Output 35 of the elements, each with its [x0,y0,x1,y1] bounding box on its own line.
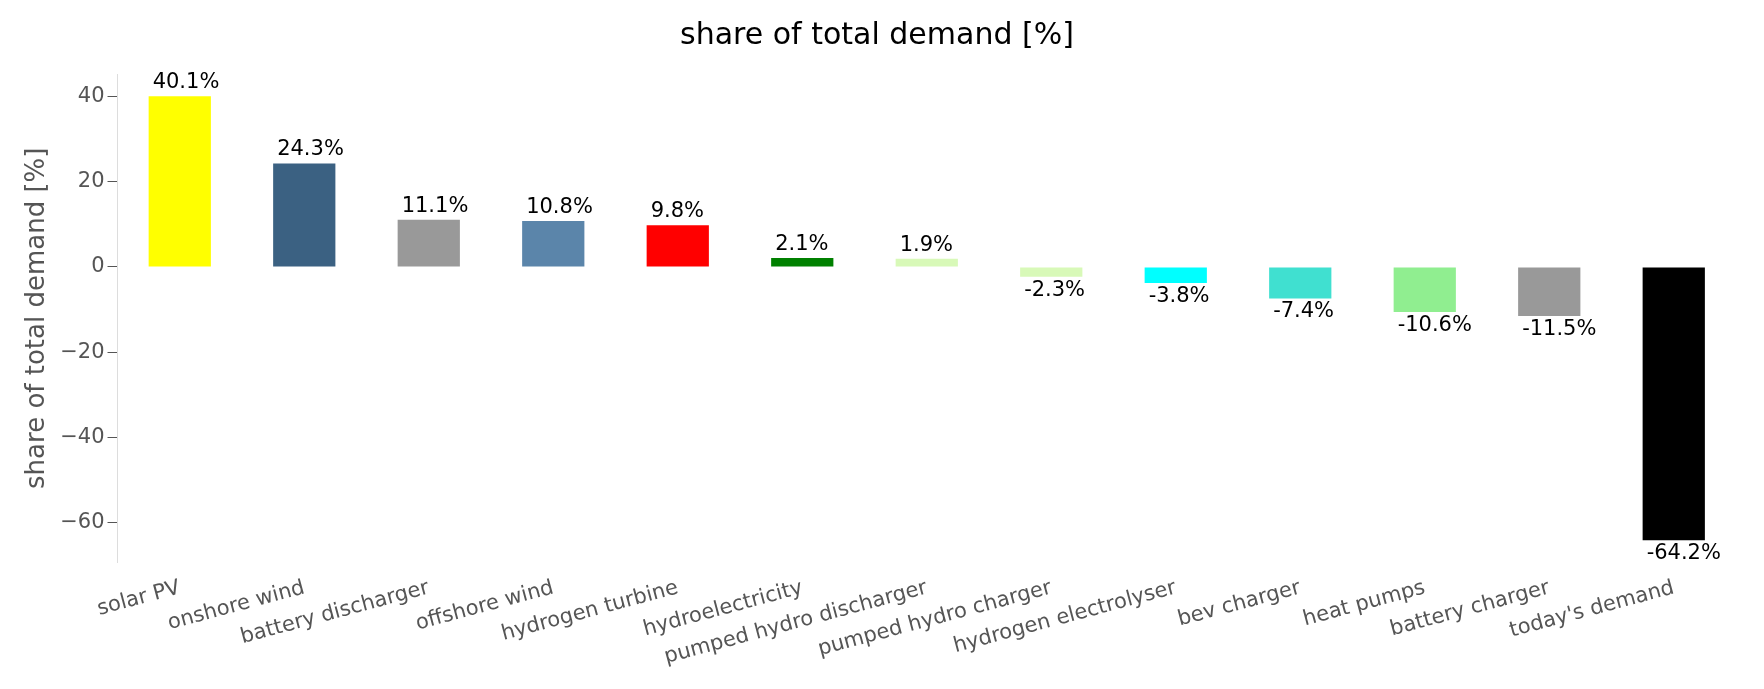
y-tick-label: −40 [60,423,105,448]
bar [1020,267,1083,277]
y-tick-label: −60 [60,508,105,533]
x-tick-label: bev charger [1174,574,1304,631]
y-tick-label: 40 [77,83,105,108]
data-label: -64.2% [1646,540,1721,565]
data-label: 40.1% [152,69,220,94]
data-label: 2.1% [775,230,829,255]
bar [771,257,834,267]
y-axis-title: share of total demand [%] [20,147,51,489]
bar [148,96,211,267]
bar [646,225,709,267]
y-tick-label: 0 [91,253,105,278]
chart-title: share of total demand [%] [680,15,1074,51]
data-label: 9.8% [650,198,704,223]
bar [1518,267,1581,316]
data-label: 1.9% [899,231,953,256]
data-label: -10.6% [1397,312,1472,337]
data-label: -11.5% [1522,315,1597,340]
y-tick-label: −20 [60,338,105,363]
bar [1144,267,1207,284]
bar [1642,267,1705,541]
bar [1393,267,1456,313]
data-label: 24.3% [277,136,344,161]
data-label: -2.3% [1024,276,1086,301]
y-tick-label: 20 [77,168,105,193]
bar [1269,267,1332,299]
data-label: 11.1% [401,192,469,217]
bar [273,163,336,267]
bar [522,220,585,267]
data-label: -7.4% [1273,298,1335,323]
data-label: -3.8% [1148,283,1210,308]
bar [895,258,958,267]
data-label: 10.8% [526,193,593,218]
bar [397,219,460,267]
